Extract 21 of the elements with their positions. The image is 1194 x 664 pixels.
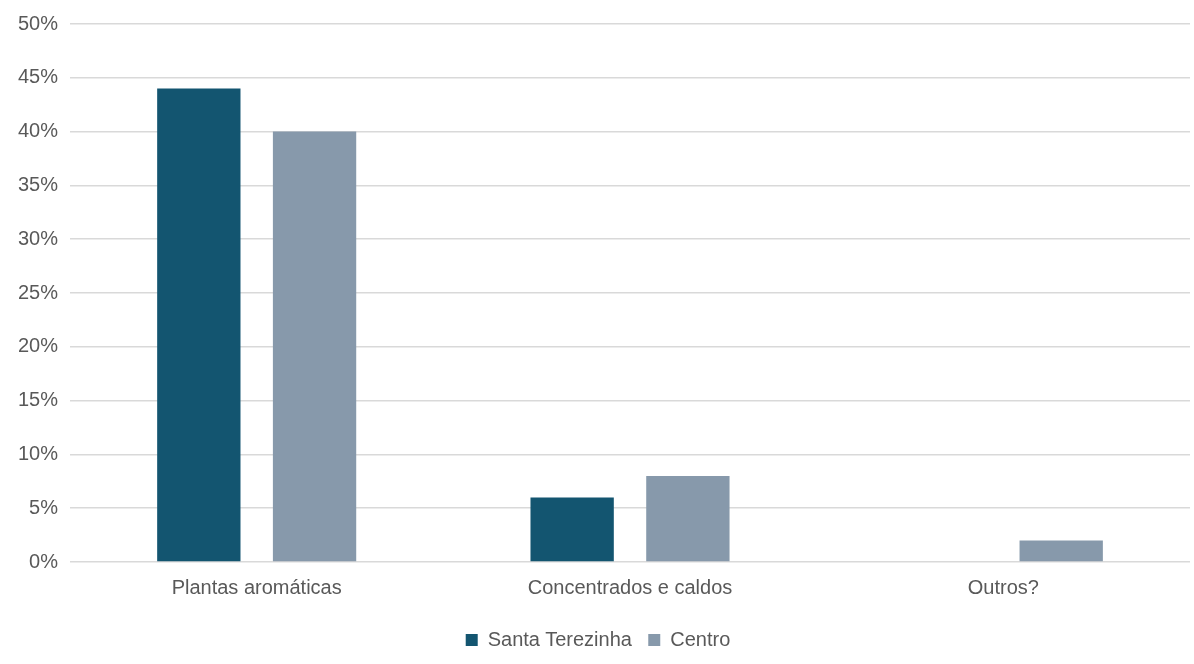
bar: [272, 131, 357, 562]
y-tick-label: 20%: [18, 334, 59, 357]
bar: [530, 497, 614, 562]
y-tick-label: 0%: [29, 549, 59, 572]
y-tick-label: 5%: [29, 495, 59, 518]
y-tick-label: 45%: [18, 65, 59, 88]
y-tick-label: 30%: [18, 226, 59, 249]
y-tick-label: 40%: [18, 119, 59, 142]
x-tick-label: Plantas aromáticas: [171, 575, 342, 598]
bar: [157, 88, 241, 562]
bar: [646, 475, 730, 562]
legend-label: Santa Terezinha: [487, 627, 633, 650]
x-tick-label: Outros?: [967, 575, 1039, 598]
x-tick-label: Concentrados e caldos: [527, 575, 733, 598]
y-tick-label: 15%: [18, 388, 59, 411]
y-tick-label: 25%: [18, 280, 59, 303]
y-tick-label: 35%: [18, 172, 59, 195]
y-tick-label: 50%: [18, 11, 59, 34]
legend-label: Centro: [670, 627, 731, 650]
bar: [1019, 540, 1103, 562]
y-tick-label: 10%: [18, 441, 59, 464]
